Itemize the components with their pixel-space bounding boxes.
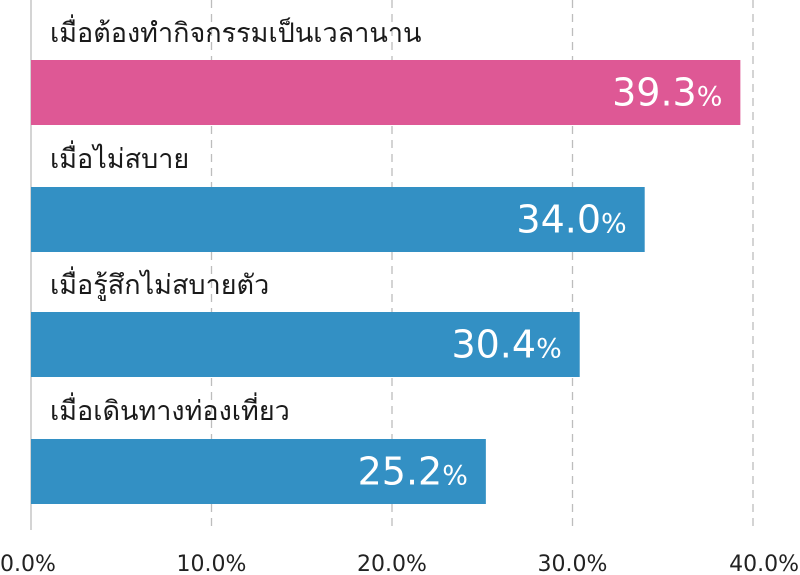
bar bbox=[31, 60, 741, 125]
bar-group: เมื่อต้องทำกิจกรรมเป็นเวลานาน 39.3% bbox=[31, 14, 741, 125]
x-tick-label: 10.0% bbox=[177, 552, 247, 575]
category-label: เมื่อรู้สึกไม่สบายตัว bbox=[50, 266, 269, 301]
category-label: เมื่อเดินทางท่องเที่ยว bbox=[50, 392, 290, 427]
bar bbox=[31, 312, 580, 377]
value-unit: % bbox=[601, 209, 627, 240]
value-label: 39.3% bbox=[612, 71, 722, 115]
x-tick-label: 20.0% bbox=[357, 552, 427, 575]
value-label: 30.4% bbox=[451, 323, 561, 367]
bars: เมื่อต้องทำกิจกรรมเป็นเวลานาน39.3%เมื่อไ… bbox=[31, 14, 741, 504]
value-label: 34.0% bbox=[516, 198, 626, 242]
bar bbox=[31, 187, 645, 252]
x-tick-label: 0.0% bbox=[0, 552, 56, 575]
category-label: เมื่อไม่สบาย bbox=[50, 140, 189, 175]
value-number: 34.0 bbox=[516, 198, 601, 242]
value-unit: % bbox=[536, 334, 562, 365]
value-label: 25.2% bbox=[358, 450, 468, 494]
bar bbox=[31, 439, 486, 504]
category-label: เมื่อต้องทำกิจกรรมเป็นเวลานาน bbox=[50, 14, 421, 49]
value-unit: % bbox=[442, 461, 468, 492]
x-tick-label: 40.0% bbox=[729, 552, 799, 575]
value-unit: % bbox=[697, 82, 723, 113]
bar-group: เมื่อรู้สึกไม่สบายตัว 30.4% bbox=[31, 266, 580, 377]
bar-group: เมื่อไม่สบาย 34.0% bbox=[31, 140, 645, 252]
bar-group: เมื่อเดินทางท่องเที่ยว 25.2% bbox=[31, 392, 486, 504]
x-tick-label: 30.0% bbox=[538, 552, 608, 575]
value-number: 39.3 bbox=[612, 71, 697, 115]
x-axis-tick-labels: 0.0% 10.0% 20.0% 30.0% 40.0% bbox=[0, 552, 799, 575]
value-number: 30.4 bbox=[451, 323, 536, 367]
value-number: 25.2 bbox=[358, 450, 443, 494]
